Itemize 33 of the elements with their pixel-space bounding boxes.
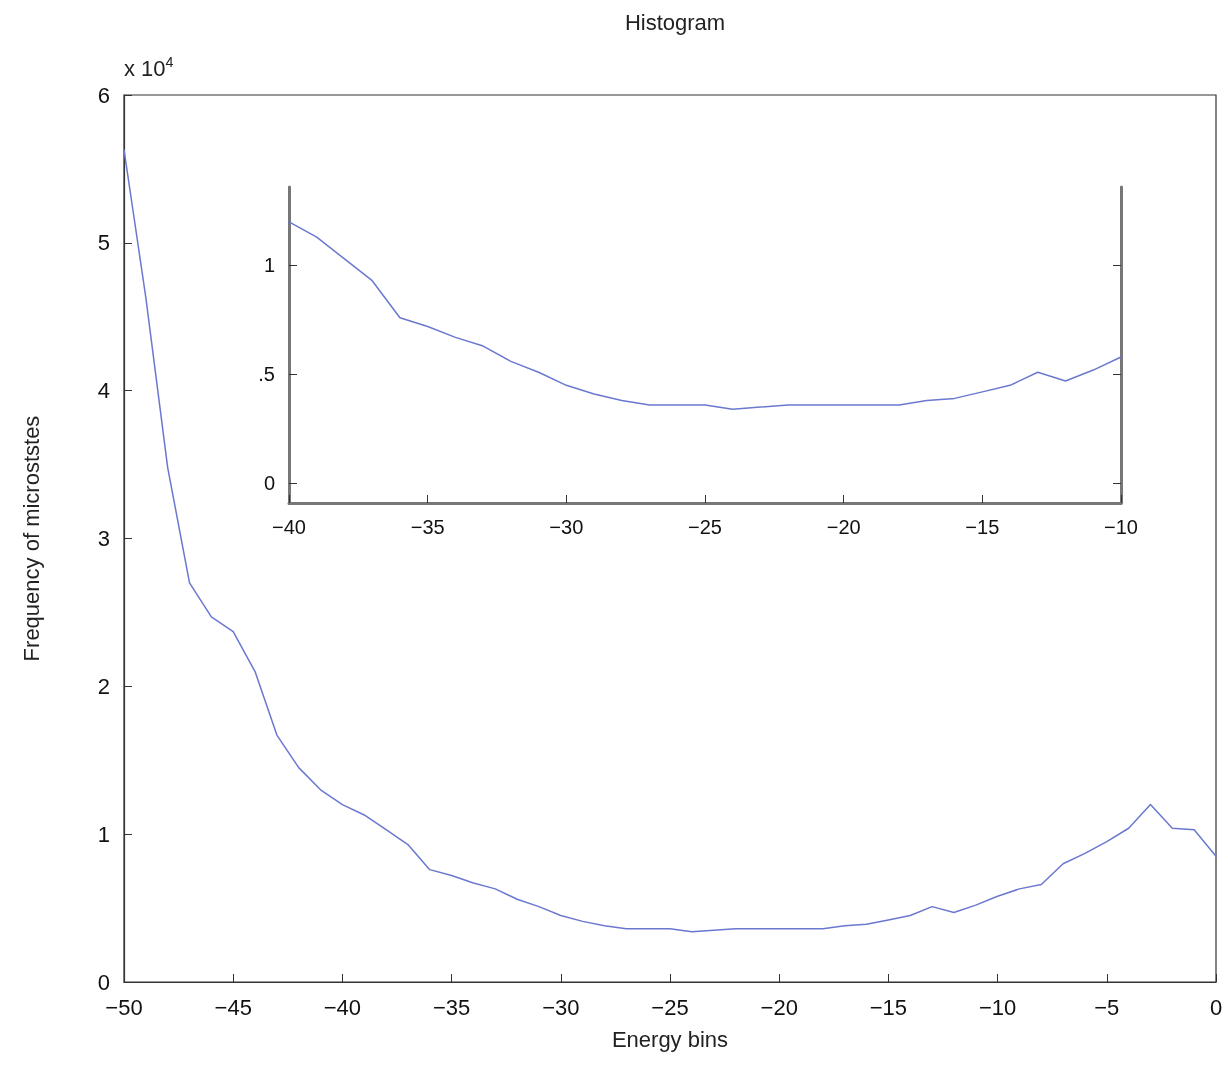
y-tick-label: 0 (97, 969, 110, 995)
x-tick-label: −40 (272, 516, 306, 538)
x-tick-label: −10 (978, 994, 1017, 1020)
y-tick-label: 1 (97, 821, 110, 847)
x-tick-label: −5 (1094, 994, 1120, 1020)
x-tick-label: −40 (323, 994, 362, 1020)
y-axis-title: Frequency of microststes (18, 415, 44, 662)
chart-title: Histogram (624, 9, 726, 35)
x-tick-label: −15 (965, 516, 1000, 538)
y-tick-label: .5 (258, 363, 275, 386)
x-tick-label: −25 (651, 994, 689, 1020)
x-tick-label: −35 (432, 994, 471, 1020)
x-tick-label: −45 (214, 994, 252, 1020)
y-tick-label: 2 (97, 673, 110, 699)
y-tick-label: 4 (97, 378, 110, 404)
x-tick-label: −50 (105, 994, 143, 1020)
x-tick-label: −10 (1104, 516, 1138, 538)
x-tick-label: −30 (542, 994, 580, 1020)
x-tick-label: −20 (826, 516, 861, 538)
y-tick-label: 0 (263, 472, 275, 495)
x-tick-label: −15 (869, 994, 908, 1020)
x-tick-label: −35 (410, 516, 445, 538)
y-tick-label: 6 (97, 82, 110, 108)
y-tick-label: 3 (97, 526, 110, 551)
x-tick-label: −20 (760, 994, 798, 1020)
x-axis-title: Energy bins (611, 1026, 729, 1052)
y-tick-label: 1 (263, 254, 275, 277)
x-tick-label: 0 (1209, 994, 1223, 1020)
line-series (288, 221, 1122, 411)
x-tick-label: −30 (549, 516, 584, 538)
y-tick-label: 5 (97, 230, 110, 256)
x-tick-label: −25 (688, 516, 722, 538)
line-series (123, 148, 1217, 933)
